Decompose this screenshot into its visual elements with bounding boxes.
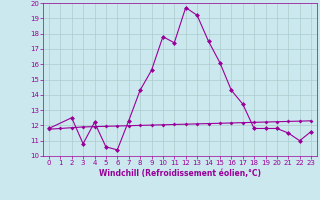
X-axis label: Windchill (Refroidissement éolien,°C): Windchill (Refroidissement éolien,°C) bbox=[99, 169, 261, 178]
